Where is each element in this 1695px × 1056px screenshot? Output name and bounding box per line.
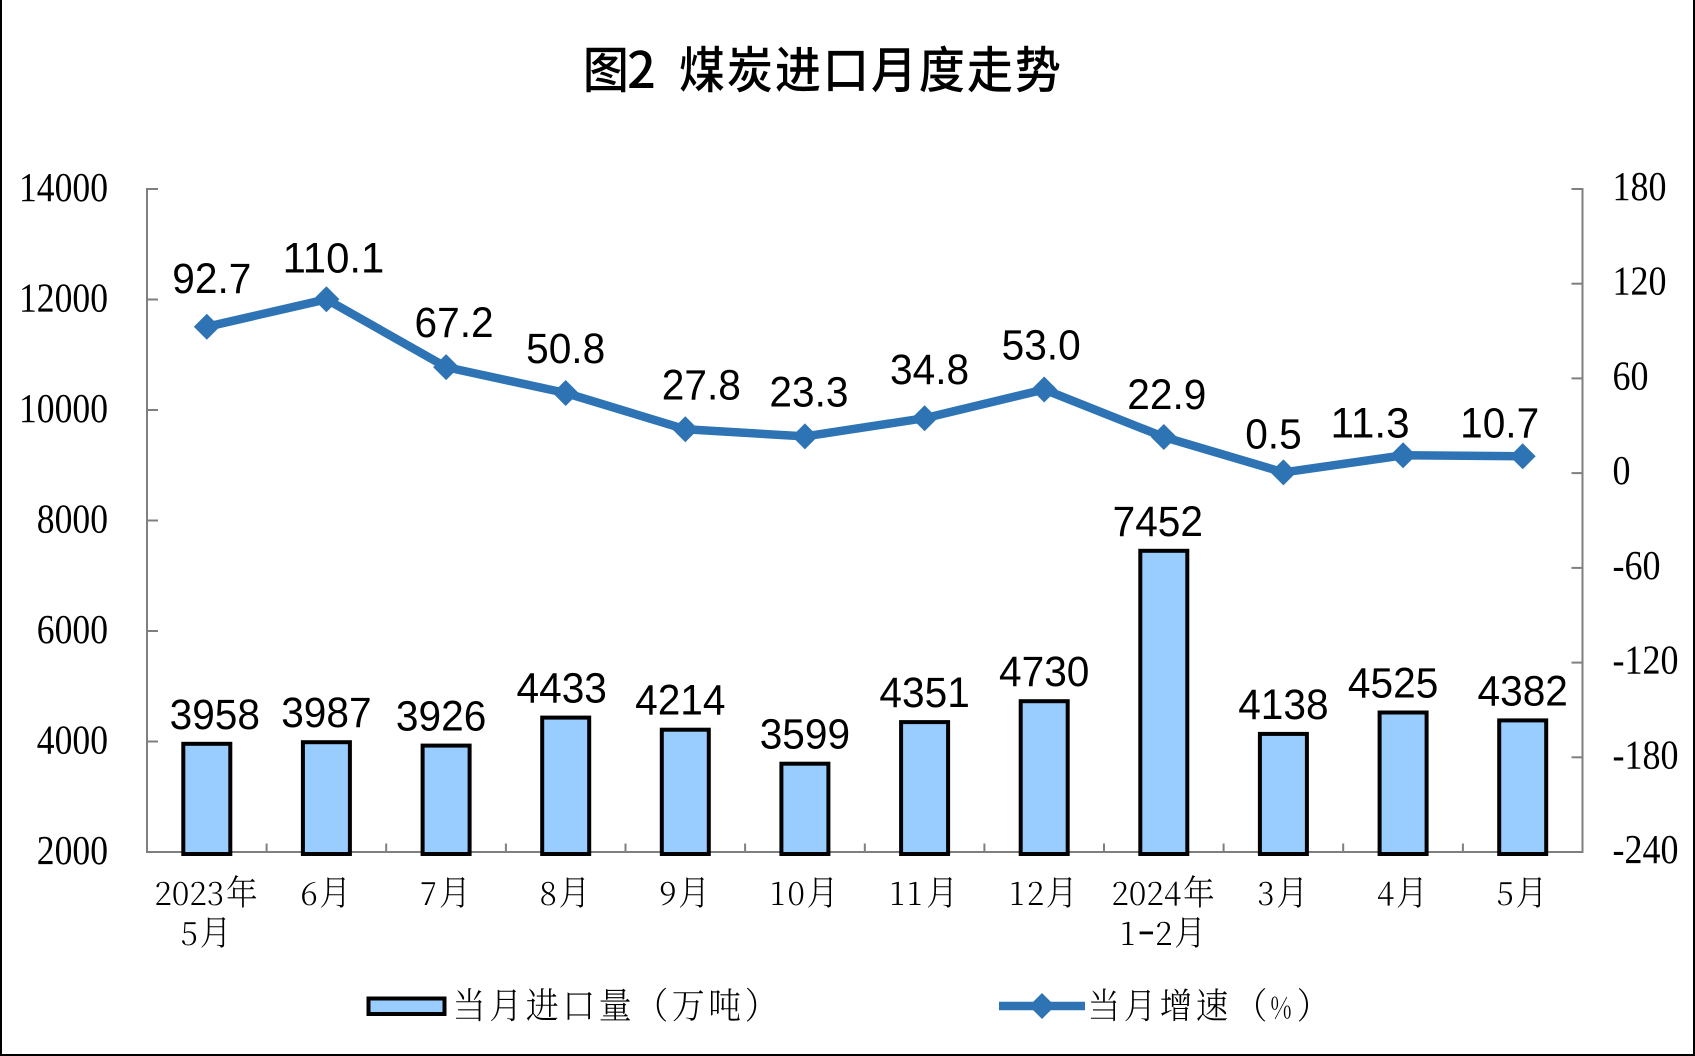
svg-text:2000: 2000	[37, 827, 108, 873]
svg-text:92.7: 92.7	[172, 256, 251, 303]
svg-text:14000: 14000	[19, 164, 108, 210]
svg-text:-120: -120	[1613, 637, 1679, 683]
svg-text:4000: 4000	[37, 717, 108, 763]
svg-text:34.8: 34.8	[890, 347, 969, 394]
svg-text:180: 180	[1613, 163, 1667, 209]
svg-text:120: 120	[1613, 258, 1667, 304]
svg-text:60: 60	[1613, 352, 1649, 398]
svg-text:11.3: 11.3	[1331, 400, 1410, 447]
svg-text:4433: 4433	[517, 666, 607, 713]
svg-text:4351: 4351	[879, 670, 969, 717]
svg-text:4138: 4138	[1238, 682, 1328, 729]
svg-text:-180: -180	[1613, 731, 1679, 777]
svg-text:23.3: 23.3	[769, 369, 848, 416]
svg-text:4525: 4525	[1348, 661, 1438, 708]
svg-text:3599: 3599	[760, 712, 850, 759]
svg-text:53.0: 53.0	[1002, 323, 1081, 370]
svg-text:0: 0	[1613, 447, 1631, 493]
svg-text:10.7: 10.7	[1460, 400, 1539, 447]
svg-text:4730: 4730	[999, 649, 1089, 696]
svg-text:3926: 3926	[396, 694, 486, 741]
svg-text:27.8: 27.8	[662, 362, 741, 409]
svg-text:22.9: 22.9	[1127, 372, 1206, 419]
svg-text:-60: -60	[1613, 542, 1661, 588]
svg-text:4214: 4214	[635, 678, 725, 725]
svg-text:12000: 12000	[19, 275, 108, 321]
svg-text:67.2: 67.2	[415, 300, 494, 347]
svg-text:4382: 4382	[1478, 668, 1568, 715]
svg-text:50.8: 50.8	[526, 326, 605, 373]
svg-text:3958: 3958	[170, 692, 260, 739]
svg-text:-240: -240	[1613, 826, 1679, 872]
svg-text:10000: 10000	[19, 385, 108, 431]
svg-text:8000: 8000	[37, 496, 108, 542]
svg-text:110.1: 110.1	[283, 235, 385, 282]
svg-text:7452: 7452	[1113, 499, 1203, 546]
svg-text:6000: 6000	[37, 606, 108, 652]
svg-text:0.5: 0.5	[1245, 411, 1302, 458]
svg-text:3987: 3987	[281, 690, 371, 737]
